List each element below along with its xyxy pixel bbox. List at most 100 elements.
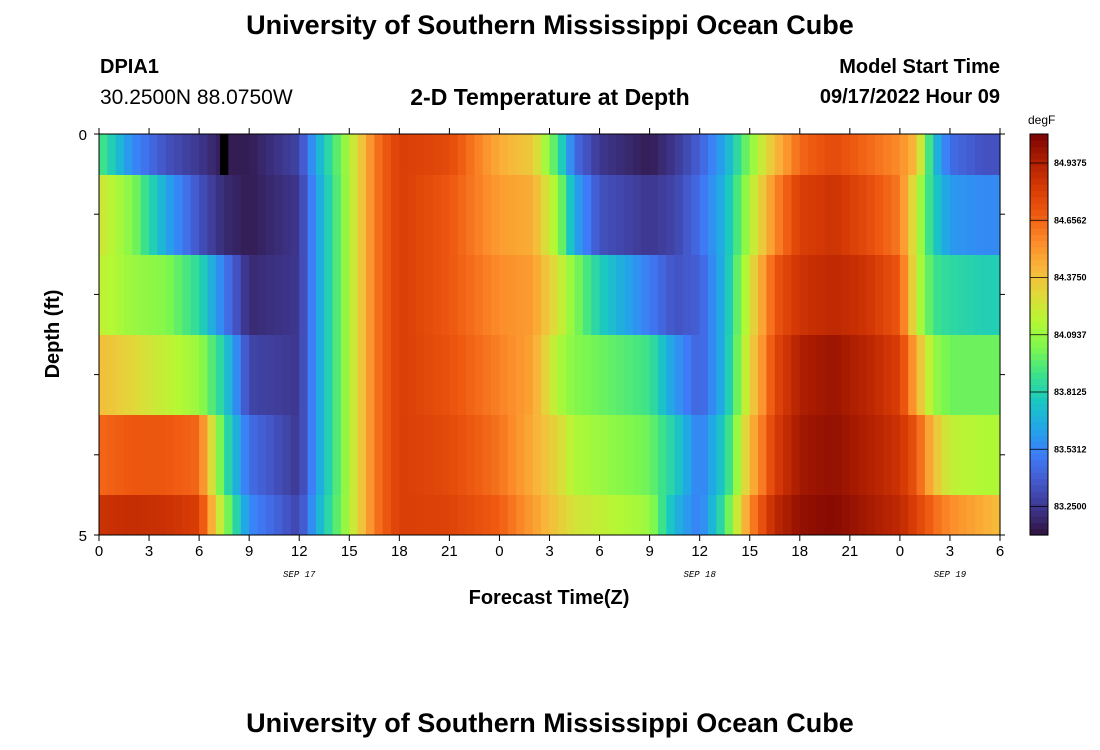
heatmap-cell [307,335,317,415]
heatmap-cell [299,415,309,495]
heatmap-cell [624,415,634,495]
heatmap-cell [607,255,617,335]
heatmap-cell [741,495,751,535]
heatmap-cell [299,335,309,415]
heatmap-cell [299,495,309,535]
heatmap-cell [833,335,843,415]
heatmap-cell [507,175,517,255]
heatmap-cell [682,415,692,495]
heatmap-cell [974,175,984,255]
heatmap-cell [449,255,459,335]
heatmap-cell [632,335,642,415]
heatmap-cell [507,335,517,415]
heatmap-cell [891,335,901,415]
heatmap-cell [449,134,459,175]
heatmap-cell [666,415,676,495]
heatmap-cell [833,134,843,175]
heatmap-cell [416,335,425,415]
colorbar-segment [1030,278,1048,285]
heatmap-cell [524,134,534,175]
colorbar-segment [1030,265,1048,273]
heatmap-cell [390,415,400,495]
heatmap-cell [591,415,601,495]
heatmap-cell [607,415,617,495]
colorbar-label: 84.6562 [1054,215,1087,225]
heatmap-cell [549,175,559,255]
x-tick-label: 18 [391,543,408,560]
colorbar-segment [1030,253,1048,260]
x-tick-label: 21 [441,543,458,560]
heatmap-cell [349,495,359,535]
heatmap-cell [132,495,142,535]
x-tick-label: 3 [946,543,954,560]
heatmap-cell [799,255,809,335]
heatmap-cell [949,335,959,415]
heatmap-cell [699,415,709,495]
heatmap-cell [299,175,309,255]
heatmap-cell [691,415,701,495]
heatmap-cell [149,495,158,535]
heatmap-cell [240,134,250,175]
heatmap-cell [991,255,1001,335]
heatmap-cell [733,415,742,495]
heatmap-cell [390,495,400,535]
heatmap-cell [457,175,467,255]
heatmap-cell [332,255,342,335]
heatmap-cell [607,175,617,255]
heatmap-cell [449,175,459,255]
heatmap-cell [499,134,509,175]
heatmap-cell [616,175,626,255]
heatmap-cell [357,415,367,495]
date-label: SEP 18 [683,570,716,580]
page-title: University of Southern Mississippi Ocean… [246,10,854,40]
heatmap-cell [916,134,926,175]
heatmap-cell [699,255,709,335]
heatmap-cell [474,175,484,255]
heatmap-cell [307,134,317,175]
heatmap-cell [516,415,526,495]
heatmap-cell [933,495,943,535]
heatmap-cell [524,335,534,415]
heatmap-cell [924,415,934,495]
heatmap-cell [824,134,834,175]
heatmap-cell [349,415,359,495]
colorbar-segment [1030,372,1048,379]
heatmap-cell [899,134,909,175]
heatmap-cell [632,134,642,175]
heatmap-cell [374,495,384,535]
heatmap-cell [591,335,601,415]
heatmap-cell [340,495,350,535]
heatmap-cell [966,495,976,535]
heatmap-cell [382,335,392,415]
heatmap-cell [282,495,292,535]
heatmap-cell [582,335,592,415]
heatmap-cell [591,255,601,335]
heatmap-cell [457,335,467,415]
heatmap-cell [207,134,217,175]
heatmap-cell [749,495,759,535]
heatmap-cell [532,175,542,255]
heatmap-cell [449,335,459,415]
heatmap-cell [474,415,484,495]
heatmap-cell [466,175,476,255]
heatmap-cell [841,134,851,175]
heatmap-cell [374,415,384,495]
heatmap-cell [157,134,167,175]
heatmap-cell [340,175,350,255]
heatmap-cell [182,335,192,415]
heatmap-cell [224,415,234,495]
colorbar-segment [1030,134,1048,141]
heatmap-cell [849,415,859,495]
heatmap-cell [224,255,234,335]
heatmap-cell [724,255,734,335]
heatmap-cell [791,134,801,175]
heatmap-cell [599,134,609,175]
colorbar-segment [1030,240,1048,248]
heatmap-cell [833,415,843,495]
heatmap-cell [774,255,784,335]
colorbar-label: 83.2500 [1054,502,1087,512]
heatmap-cell [733,255,742,335]
colorbar-segment [1030,184,1048,191]
heatmap-cell [574,134,584,175]
heatmap-cell [682,134,692,175]
